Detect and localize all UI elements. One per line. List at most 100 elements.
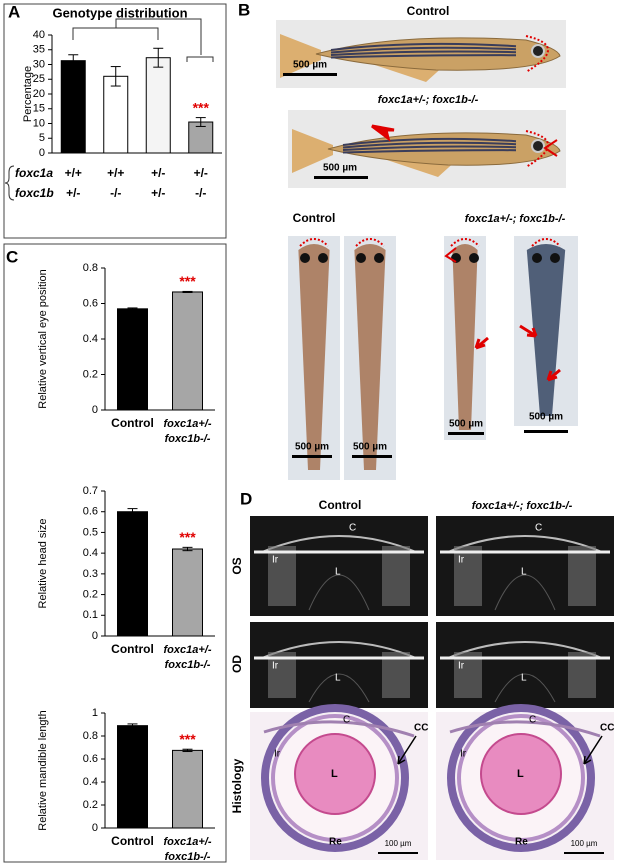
structure-label: C xyxy=(349,523,356,534)
scale-bar-label: 500 µm xyxy=(295,442,329,453)
head-outline xyxy=(531,238,561,247)
y-tick-label: 0 xyxy=(92,822,98,834)
structure-label: CC xyxy=(600,723,614,734)
scale-bar-label: 500 µm xyxy=(293,60,327,71)
y-axis-label: Relative head size xyxy=(37,519,49,609)
fish-body xyxy=(526,244,566,416)
lens xyxy=(480,733,562,815)
x-tick-label: foxc1a+/- xyxy=(164,418,212,430)
x-tick-label: foxc1a+/- xyxy=(164,836,212,848)
genotype: +/+ xyxy=(65,166,82,180)
fish-eye xyxy=(374,253,384,263)
y-tick-label: 30 xyxy=(33,58,45,70)
iris xyxy=(268,652,296,698)
fish-eye xyxy=(550,253,560,263)
lens xyxy=(494,673,556,703)
arrow xyxy=(519,324,561,382)
y-tick-label: 0 xyxy=(92,630,98,642)
significance-label: *** xyxy=(179,273,196,289)
iris xyxy=(454,652,482,698)
lens xyxy=(294,733,376,815)
panel-c-frame xyxy=(3,243,227,863)
structure-label: Ir xyxy=(458,555,465,566)
genotype: +/- xyxy=(66,186,80,200)
bar xyxy=(188,121,214,154)
scale-bar xyxy=(352,455,392,458)
y-tick-label: 40 xyxy=(33,29,45,41)
genotype: +/- xyxy=(151,166,165,180)
bar xyxy=(60,60,86,154)
y-tick-label: 0.1 xyxy=(83,609,98,621)
x-tick-label: foxc1b-/- xyxy=(165,851,211,863)
significance-label: *** xyxy=(179,731,196,747)
panel-a-frame xyxy=(3,3,227,239)
bar xyxy=(145,57,171,154)
fish-stripe xyxy=(342,149,517,154)
panel-title: foxc1a+/-; foxc1b-/- xyxy=(378,94,479,106)
fish-stripe xyxy=(330,50,517,56)
y-tick-label: 0.3 xyxy=(83,568,98,580)
structure-label: Re xyxy=(329,837,342,848)
chart-title: Genotype distribution xyxy=(52,5,187,20)
x-tick-label: foxc1a+/- xyxy=(164,644,212,656)
fish-stripe xyxy=(342,145,517,151)
lens xyxy=(308,673,370,703)
scale-bar-label: 100 µm xyxy=(385,839,412,848)
iris xyxy=(568,652,596,698)
fish-eye xyxy=(469,253,479,263)
y-tick-label: 25 xyxy=(33,73,45,85)
eye-wall xyxy=(261,704,409,852)
fish-body xyxy=(298,244,330,470)
panel-title: Control xyxy=(293,211,336,225)
cornea xyxy=(261,641,417,659)
scale-bar-label: 500 µm xyxy=(449,419,483,430)
arrow-open xyxy=(543,139,558,157)
scale-bar-label: 500 µm xyxy=(529,412,563,423)
fish-stripe xyxy=(330,46,517,54)
x-tick-label: foxc1b-/- xyxy=(165,433,211,445)
y-tick-label: 0.6 xyxy=(83,506,98,518)
y-tick-label: 1 xyxy=(92,707,98,719)
iris xyxy=(454,546,482,606)
structure-label: Ir xyxy=(272,555,279,566)
bar xyxy=(117,308,148,411)
scale-bar xyxy=(283,73,337,76)
bar xyxy=(103,75,129,154)
genotype: -/- xyxy=(195,186,206,200)
gene-name: foxc1a xyxy=(15,166,53,180)
structure-label: C xyxy=(343,715,350,726)
y-tick-label: 0.4 xyxy=(83,547,98,559)
scale-bar xyxy=(314,176,368,179)
y-tick-label: 0.6 xyxy=(83,297,98,309)
panel-label: C xyxy=(6,247,18,266)
y-tick-label: 0 xyxy=(39,147,45,159)
significance-label: *** xyxy=(179,529,196,545)
scale-bar xyxy=(292,455,332,458)
head-outline xyxy=(299,238,329,247)
y-tick-label: 0.4 xyxy=(83,333,98,345)
significance-label: *** xyxy=(193,99,210,115)
structure-label: Ir xyxy=(458,661,465,672)
scale-bar xyxy=(564,852,604,854)
structure-label: L xyxy=(331,768,338,780)
scale-bar-label: 100 µm xyxy=(571,839,598,848)
y-tick-label: 0.8 xyxy=(83,730,98,742)
row-label: OS xyxy=(230,557,244,574)
arrow xyxy=(397,735,417,765)
bar xyxy=(172,749,203,829)
lens xyxy=(494,574,556,611)
y-tick-label: 0.6 xyxy=(83,753,98,765)
fish-eye xyxy=(532,253,542,263)
gene-name: foxc1b xyxy=(15,186,54,200)
iris xyxy=(268,546,296,606)
fish-stripe xyxy=(330,42,517,51)
head-outline xyxy=(355,238,385,247)
fish-stripe xyxy=(330,54,517,59)
structure-label: L xyxy=(521,567,527,578)
iris xyxy=(382,652,410,698)
iris xyxy=(382,546,410,606)
cornea xyxy=(447,641,603,659)
structure-label: Ir xyxy=(272,661,279,672)
x-tick-label: Control xyxy=(111,416,154,430)
